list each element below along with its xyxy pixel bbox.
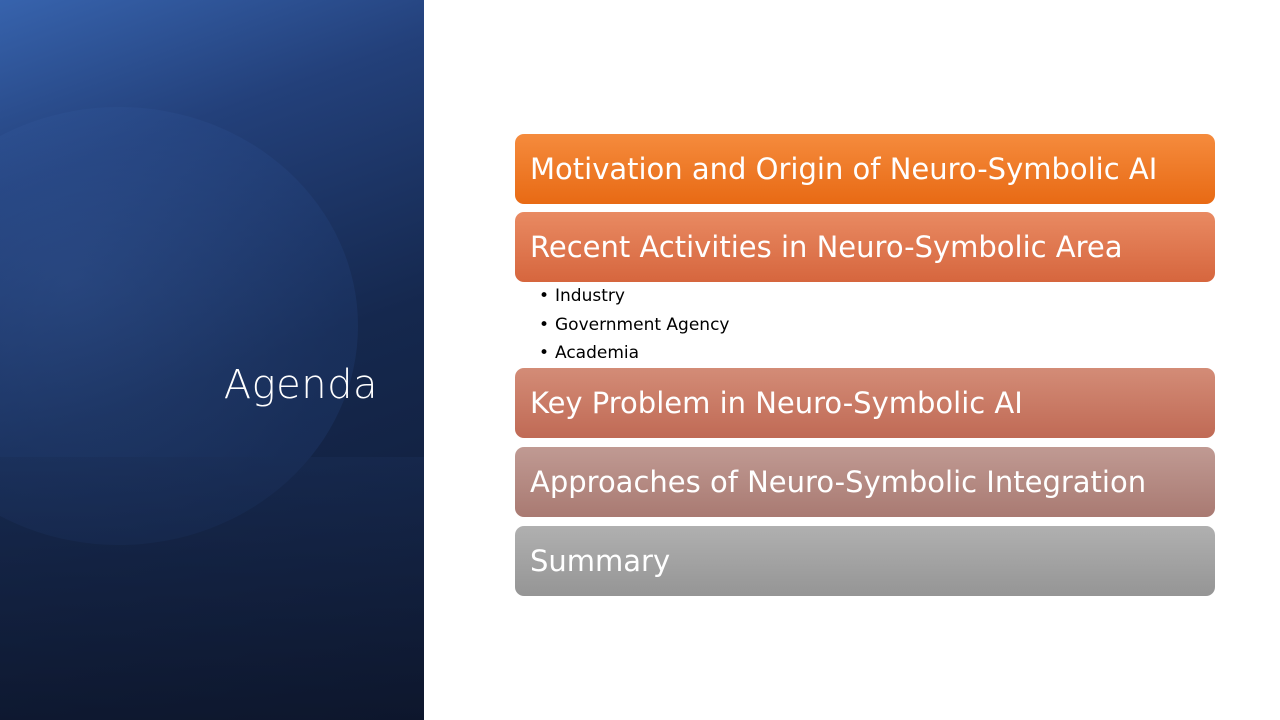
decorative-band [0,457,424,720]
agenda-item-approaches: Approaches of Neuro-Symbolic Integration [515,447,1215,517]
recent-activities-sublist: Industry Government Agency Academia [539,284,729,370]
sublist-item-academia: Academia [539,341,729,370]
agenda-item-summary: Summary [515,526,1215,596]
title-panel: Agenda [0,0,424,720]
slide-title: Agenda [223,362,378,408]
agenda-item-key-problem: Key Problem in Neuro-Symbolic AI [515,368,1215,438]
sublist-item-government-agency: Government Agency [539,313,729,342]
agenda-item-motivation: Motivation and Origin of Neuro-Symbolic … [515,134,1215,204]
agenda-item-recent-activities: Recent Activities in Neuro-Symbolic Area [515,212,1215,282]
sublist-item-industry: Industry [539,284,729,313]
